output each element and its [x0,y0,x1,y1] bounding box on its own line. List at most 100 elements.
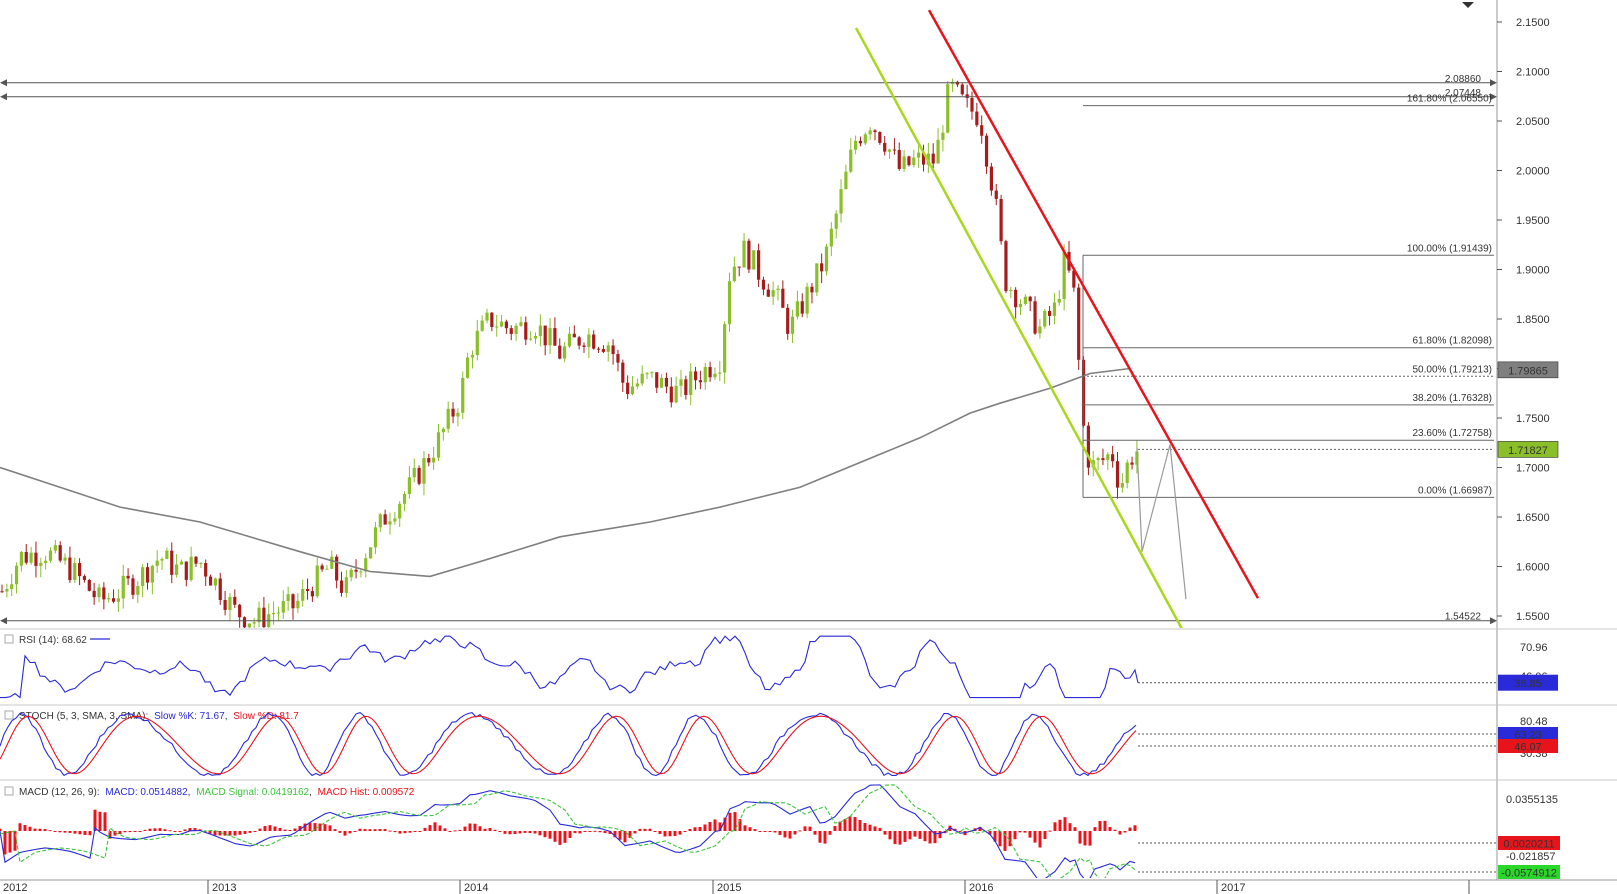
candle-body [490,312,494,328]
candle-body [1130,462,1134,465]
price-panel[interactable] [0,9,1497,635]
price-tick-label: 1.7500 [1516,413,1550,425]
macd-hist-bar [473,823,477,831]
candle-body [553,328,557,346]
macd-hist-bar [33,828,37,831]
macd-badge-label: 0.0020211 [1503,839,1554,851]
macd-hist-bar [253,831,257,832]
price-badge-label: 1.79865 [1508,365,1548,377]
candle-body [102,587,106,600]
macd-hist-bar [443,828,447,831]
macd-panel[interactable]: MACD (12, 26, 9): MACD: 0.0514882, MACD … [0,784,1560,883]
horizontal-levels [0,79,1497,625]
macd-close-icon[interactable] [4,786,14,796]
stoch-badge-label: 46.07 [1514,742,1542,754]
macd-hist-bar [378,829,382,831]
candle-body [577,337,581,346]
candle-body [1072,270,1076,288]
candle-body [136,585,140,595]
macd-hist-bar [858,820,862,831]
candle-body [1135,451,1139,465]
macd-hist-bar [3,831,7,855]
candle-body [766,289,770,297]
candle-body [504,321,508,329]
time-tick-label: 2012 [3,882,27,894]
candle-body [1004,241,1008,292]
candle-body [679,379,683,386]
rsi-panel[interactable]: RSI (14): 68.62 70.9646.0638.85 [0,634,1558,699]
macd-hist-bar [343,831,347,836]
candle-body [1106,454,1110,460]
macd-hist-bar [583,831,587,832]
macd-hist-bar [323,824,327,831]
macd-hist-bar [338,831,342,833]
macd-hist-bar [808,826,812,831]
rsi-close-icon[interactable] [4,634,14,644]
chevron-down-icon[interactable] [1462,2,1474,8]
candle-body [965,94,969,99]
candle-body [970,98,974,112]
candle-body [170,550,174,575]
candle-body [781,288,785,308]
macd-hist-bar [533,831,537,834]
candle-body [645,373,649,375]
stoch-close-icon[interactable] [4,710,14,720]
macd-hist-bar [668,831,672,837]
price-badge [1497,361,1559,379]
macd-hist-bar [1028,831,1032,838]
lower-trendline[interactable] [854,27,1183,631]
candle-body [364,558,368,572]
price-tick-label: 1.6500 [1516,512,1550,524]
candle-body [320,565,324,570]
macd-hist-bar [413,831,417,832]
candle-body [39,562,43,566]
macd-hist-bar [238,831,242,835]
macd-hist-bar [778,831,782,835]
candle-body [436,432,441,458]
candle-body [281,601,285,613]
candle-body [684,379,688,395]
macd-hist-bar [738,819,742,831]
candle-body [97,587,101,598]
macd-hist-bar [23,824,27,831]
candle-body [126,575,130,579]
candle-body [732,266,736,282]
rsi-label: RSI (14): 68.62 [19,635,87,646]
macd-hist-bar [158,828,162,831]
stoch-badge [1498,739,1558,753]
macd-hist-bar [1003,831,1007,851]
macd-hist-bar [528,831,532,834]
candle-body [485,312,489,321]
macd-hist-bar [538,831,542,836]
macd-hist-bar [138,830,142,832]
level-arrow-right [1490,79,1497,87]
macd-hist-bar [1078,831,1082,844]
macd-hist-bar [923,831,927,842]
candle-body [1014,289,1018,308]
fib-label: 61.80% (1.82098) [1412,336,1492,347]
candle-body [0,591,4,593]
candle-body [989,166,993,191]
price-tick-label: 2.1000 [1516,67,1550,79]
candle-body [87,579,91,591]
candle-body [1120,482,1124,488]
candle-body [335,556,339,581]
candle-body [78,563,82,577]
candle-body [713,373,717,378]
level-arrow-left [0,79,7,87]
macd-hist-bar [788,831,792,839]
stochastic-panel[interactable]: STOCH (5, 3, SMA, 3, SMA): Slow %K: 71.6… [0,710,1558,777]
macd-tick-label: -0.021857 [1506,851,1556,863]
candle-body [1062,251,1066,299]
candle-body [708,367,712,378]
candle-body [107,598,111,600]
candle-body [218,578,222,600]
macd-hist-bar [1128,827,1132,831]
macd-hist-bar [1113,829,1117,831]
chart-menu-arrow[interactable] [1462,2,1474,8]
upper-trendline[interactable] [927,9,1260,599]
candle-body [466,357,470,378]
macd-hist-bar [18,823,22,831]
macd-hist-bar [398,831,402,834]
